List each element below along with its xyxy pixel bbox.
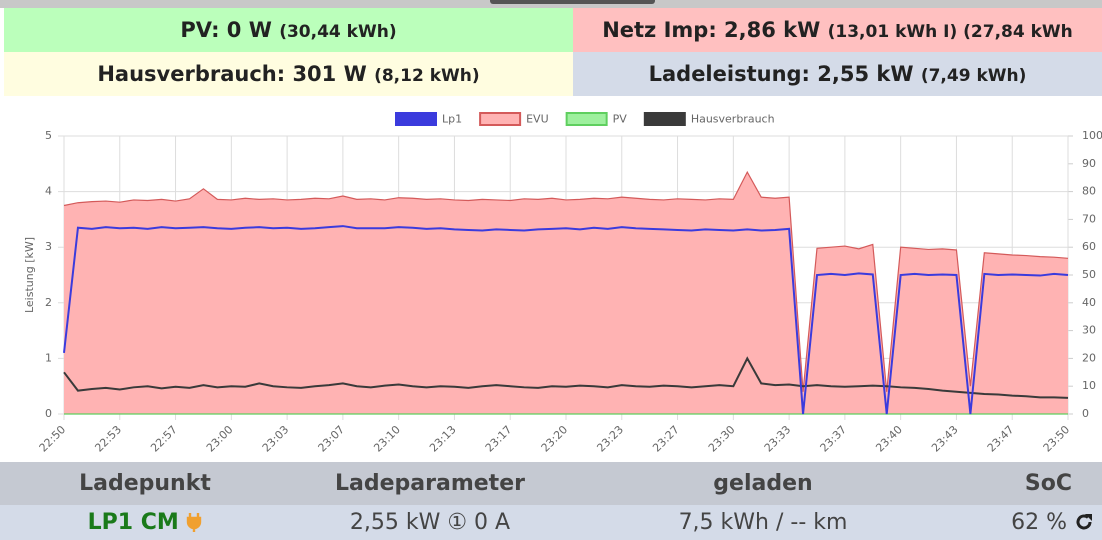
legend-label: EVU (526, 113, 549, 126)
legend-item[interactable]: Hausverbrauch (643, 112, 775, 126)
status-label: Hausverbrauch: 301 W (97, 62, 367, 86)
y2-tick-label: 20 (1082, 351, 1096, 364)
y-tick-label: 1 (45, 351, 52, 364)
table-row: LP1 CM 2,55 kW ① 0 A 7,5 kWh / -- km 62 … (0, 505, 1102, 540)
y2-tick-label: 40 (1082, 296, 1096, 309)
status-detail: (7,49 kWh) (920, 66, 1027, 86)
legend-item[interactable]: EVU (479, 112, 549, 126)
refresh-icon[interactable] (1074, 512, 1094, 532)
area (64, 172, 1068, 414)
x-tick-label: 22:57 (148, 423, 180, 455)
cell-charged: 7,5 kWh / -- km (678, 510, 848, 535)
y-axis-title: Leistung [kW] (23, 237, 36, 313)
y-tick-label: 5 (45, 129, 52, 142)
status-pv: PV: 0 W (30,44 kWh) (4, 8, 573, 52)
x-tick-label: 23:43 (929, 423, 961, 455)
header-cell: Ladepunkt (79, 471, 211, 496)
legend-label: Hausverbrauch (691, 113, 775, 126)
x-tick-label: 23:23 (594, 423, 626, 455)
status-label: Netz Imp: 2,86 kW (602, 18, 821, 42)
x-tick-label: 23:00 (204, 423, 236, 455)
y2-tick-label: 70 (1082, 212, 1096, 225)
status-label: Ladeleistung: 2,55 kW (648, 62, 914, 86)
x-tick-label: 23:20 (539, 423, 571, 455)
y2-tick-label: 0 (1082, 407, 1089, 420)
chargepoint-name: LP1 CM (87, 510, 179, 535)
line (63, 170, 1069, 392)
plug-icon (187, 513, 202, 532)
y2-tick-label: 50 (1082, 268, 1096, 281)
y-tick-label: 4 (45, 185, 52, 198)
y2-tick-label: 100 (1082, 129, 1102, 142)
x-tick-label: 23:47 (985, 423, 1017, 455)
status-house: Hausverbrauch: 301 W (8,12 kWh) (4, 52, 573, 96)
x-tick-label: 23:30 (706, 423, 738, 455)
soc-value: 62 % (1011, 510, 1067, 535)
x-tick-label: 23:40 (873, 423, 905, 455)
x-tick-label: 23:03 (260, 423, 292, 455)
legend-swatch (395, 112, 437, 126)
y2-tick-label: 60 (1082, 240, 1096, 253)
x-tick-label: 23:50 (1041, 423, 1073, 455)
status-label: PV: 0 W (180, 18, 272, 42)
line (63, 225, 1069, 415)
legend-swatch (565, 112, 608, 126)
status-detail: (8,12 kWh) (374, 66, 480, 86)
line (63, 356, 1069, 399)
cell-chargepoint[interactable]: LP1 CM (0, 505, 290, 540)
x-tick-label: 23:13 (427, 423, 459, 455)
legend-swatch (479, 112, 522, 126)
status-detail: (13,01 kWh I) (27,84 kWh (827, 22, 1073, 42)
top-bar (0, 0, 1102, 8)
header-cell: geladen (713, 471, 813, 496)
legend-label: Lp1 (442, 113, 462, 126)
y2-tick-label: 30 (1082, 324, 1096, 337)
status-charge: Ladeleistung: 2,55 kW (7,49 kWh) (573, 52, 1102, 96)
status-detail: (30,44 kWh) (279, 22, 397, 42)
legend-swatch (643, 112, 686, 126)
y2-tick-label: 80 (1082, 185, 1096, 198)
x-tick-label: 23:10 (371, 423, 403, 455)
y2-tick-label: 90 (1082, 157, 1096, 170)
x-tick-label: 23:37 (818, 423, 850, 455)
y-tick-label: 3 (45, 240, 52, 253)
x-tick-label: 23:33 (762, 423, 794, 455)
legend-item[interactable]: Lp1 (395, 112, 462, 126)
cell-soc: 62 % (956, 505, 1102, 540)
table-header: Ladepunkt Ladeparameter geladen SoC (0, 462, 1102, 505)
header-cell: SoC (1024, 471, 1072, 496)
x-tick-label: 23:27 (650, 423, 682, 455)
y2-tick-label: 10 (1082, 379, 1096, 392)
x-tick-label: 23:17 (483, 423, 515, 455)
status-grid: Netz Imp: 2,86 kW (13,01 kWh I) (27,84 k… (573, 8, 1102, 52)
y-tick-label: 0 (45, 407, 52, 420)
cell-params: 2,55 kW ① 0 A (349, 510, 511, 535)
legend-item[interactable]: PV (565, 112, 628, 126)
header-cell: Ladeparameter (335, 471, 525, 496)
x-tick-label: 22:53 (92, 423, 124, 455)
legend-label: PV (613, 113, 628, 126)
y-tick-label: 2 (45, 296, 52, 309)
x-tick-label: 22:50 (37, 423, 69, 455)
tab-handle[interactable] (490, 0, 655, 4)
x-tick-label: 23:07 (316, 423, 348, 455)
